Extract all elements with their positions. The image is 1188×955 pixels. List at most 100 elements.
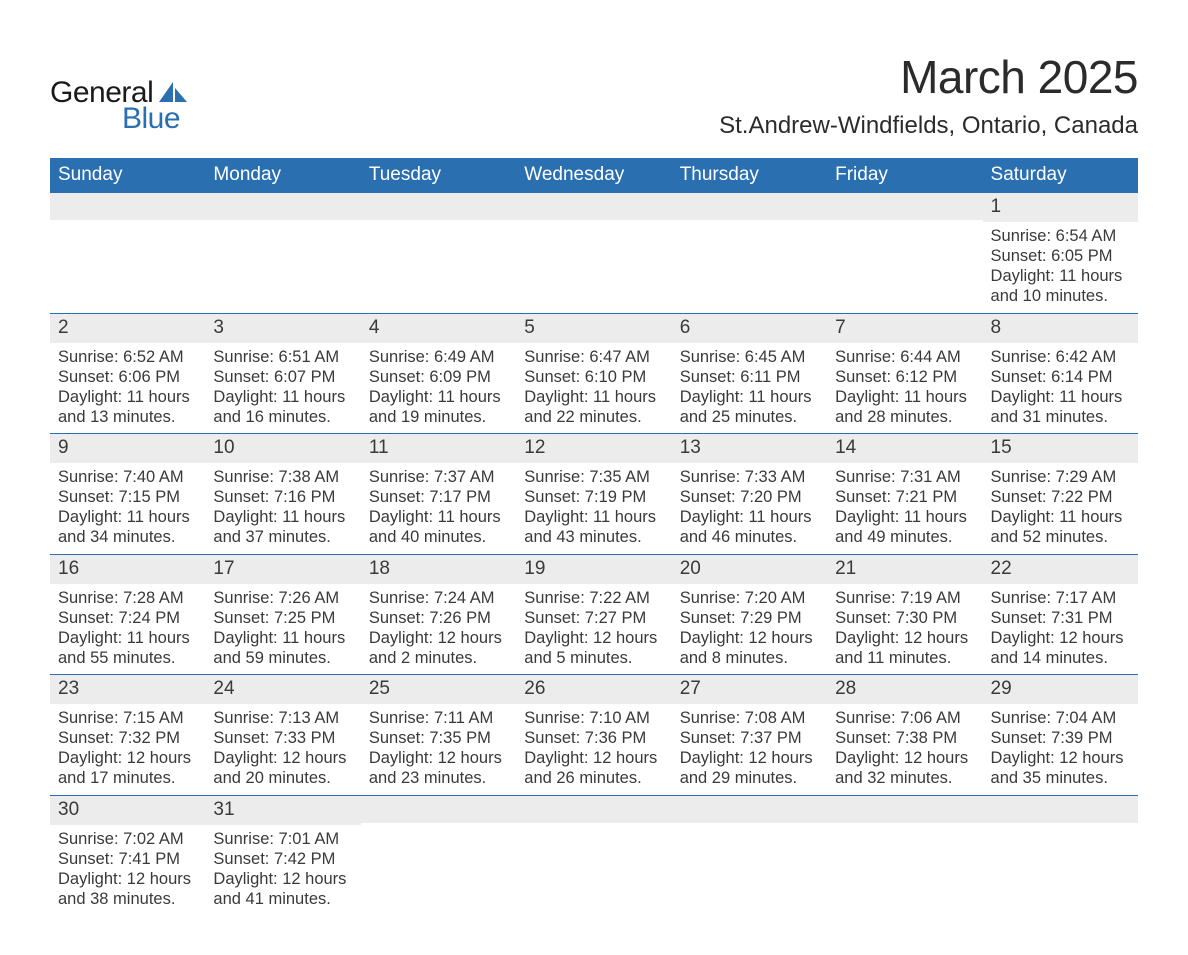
- logo-sail-icon: [159, 80, 187, 102]
- day-content: Sunrise: 6:52 AMSunset: 6:06 PMDaylight:…: [50, 343, 205, 434]
- sunrise-line: Sunrise: 7:08 AM: [680, 708, 819, 728]
- calendar-cell: [361, 193, 516, 313]
- day-content: Sunrise: 7:38 AMSunset: 7:16 PMDaylight:…: [205, 463, 360, 554]
- daylight-line-1: Daylight: 12 hours: [835, 748, 974, 768]
- day-number: 9: [50, 434, 205, 463]
- day-content: Sunrise: 7:13 AMSunset: 7:33 PMDaylight:…: [205, 704, 360, 795]
- sunset-line: Sunset: 6:11 PM: [680, 367, 819, 387]
- sunrise-line: Sunrise: 6:51 AM: [213, 347, 352, 367]
- day-content: Sunrise: 7:10 AMSunset: 7:36 PMDaylight:…: [516, 704, 671, 795]
- sunset-line: Sunset: 7:31 PM: [991, 608, 1130, 628]
- daylight-line-1: Daylight: 11 hours: [680, 387, 819, 407]
- calendar-week-row: 30Sunrise: 7:02 AMSunset: 7:41 PMDayligh…: [50, 795, 1138, 915]
- day-content: Sunrise: 7:15 AMSunset: 7:32 PMDaylight:…: [50, 704, 205, 795]
- daylight-line-2: and 31 minutes.: [991, 407, 1130, 427]
- sunset-line: Sunset: 7:33 PM: [213, 728, 352, 748]
- sunrise-line: Sunrise: 6:44 AM: [835, 347, 974, 367]
- calendar-cell: 7Sunrise: 6:44 AMSunset: 6:12 PMDaylight…: [827, 313, 982, 434]
- daylight-line-1: Daylight: 12 hours: [369, 748, 508, 768]
- sunset-line: Sunset: 6:06 PM: [58, 367, 197, 387]
- daylight-line-1: Daylight: 11 hours: [991, 507, 1130, 527]
- calendar-cell: 12Sunrise: 7:35 AMSunset: 7:19 PMDayligh…: [516, 434, 671, 555]
- sunset-line: Sunset: 7:38 PM: [835, 728, 974, 748]
- day-number: [672, 796, 827, 823]
- daylight-line-2: and 46 minutes.: [680, 527, 819, 547]
- calendar-cell: 17Sunrise: 7:26 AMSunset: 7:25 PMDayligh…: [205, 554, 360, 675]
- daylight-line-1: Daylight: 12 hours: [58, 869, 197, 889]
- day-content: Sunrise: 7:08 AMSunset: 7:37 PMDaylight:…: [672, 704, 827, 795]
- calendar-cell: 22Sunrise: 7:17 AMSunset: 7:31 PMDayligh…: [983, 554, 1138, 675]
- daylight-line-2: and 29 minutes.: [680, 768, 819, 788]
- calendar-cell: 15Sunrise: 7:29 AMSunset: 7:22 PMDayligh…: [983, 434, 1138, 555]
- day-number: 11: [361, 434, 516, 463]
- day-number: 27: [672, 675, 827, 704]
- daylight-line-1: Daylight: 11 hours: [524, 507, 663, 527]
- logo-text-blue: Blue: [122, 102, 180, 136]
- day-content: [205, 220, 360, 240]
- day-number: 25: [361, 675, 516, 704]
- day-content: [361, 823, 516, 843]
- daylight-line-1: Daylight: 11 hours: [524, 387, 663, 407]
- calendar-cell: [516, 795, 671, 915]
- daylight-line-1: Daylight: 11 hours: [991, 266, 1130, 286]
- sunrise-line: Sunrise: 7:02 AM: [58, 829, 197, 849]
- daylight-line-2: and 37 minutes.: [213, 527, 352, 547]
- daylight-line-1: Daylight: 12 hours: [213, 869, 352, 889]
- day-content: [516, 220, 671, 240]
- day-content: Sunrise: 7:20 AMSunset: 7:29 PMDaylight:…: [672, 584, 827, 675]
- sunrise-line: Sunrise: 6:52 AM: [58, 347, 197, 367]
- calendar-cell: 26Sunrise: 7:10 AMSunset: 7:36 PMDayligh…: [516, 675, 671, 796]
- daylight-line-1: Daylight: 12 hours: [524, 748, 663, 768]
- day-number: 1: [983, 193, 1138, 222]
- calendar-cell: 3Sunrise: 6:51 AMSunset: 6:07 PMDaylight…: [205, 313, 360, 434]
- calendar-cell: 10Sunrise: 7:38 AMSunset: 7:16 PMDayligh…: [205, 434, 360, 555]
- day-number: 12: [516, 434, 671, 463]
- day-content: Sunrise: 6:42 AMSunset: 6:14 PMDaylight:…: [983, 343, 1138, 434]
- calendar-cell: 28Sunrise: 7:06 AMSunset: 7:38 PMDayligh…: [827, 675, 982, 796]
- day-number: 15: [983, 434, 1138, 463]
- calendar-cell: 25Sunrise: 7:11 AMSunset: 7:35 PMDayligh…: [361, 675, 516, 796]
- sunset-line: Sunset: 7:36 PM: [524, 728, 663, 748]
- day-content: [827, 823, 982, 843]
- daylight-line-1: Daylight: 11 hours: [213, 628, 352, 648]
- calendar-cell: 21Sunrise: 7:19 AMSunset: 7:30 PMDayligh…: [827, 554, 982, 675]
- sunrise-line: Sunrise: 6:49 AM: [369, 347, 508, 367]
- day-number: 2: [50, 314, 205, 343]
- sunrise-line: Sunrise: 7:24 AM: [369, 588, 508, 608]
- sunset-line: Sunset: 7:25 PM: [213, 608, 352, 628]
- daylight-line-2: and 19 minutes.: [369, 407, 508, 427]
- day-number: [983, 796, 1138, 823]
- day-number: [827, 796, 982, 823]
- day-number: 5: [516, 314, 671, 343]
- day-content: [983, 823, 1138, 843]
- sunrise-line: Sunrise: 7:33 AM: [680, 467, 819, 487]
- day-number: 18: [361, 555, 516, 584]
- sunrise-line: Sunrise: 7:38 AM: [213, 467, 352, 487]
- day-content: [361, 220, 516, 240]
- sunset-line: Sunset: 7:21 PM: [835, 487, 974, 507]
- sunrise-line: Sunrise: 6:54 AM: [991, 226, 1130, 246]
- daylight-line-1: Daylight: 12 hours: [369, 628, 508, 648]
- daylight-line-2: and 52 minutes.: [991, 527, 1130, 547]
- day-number: 29: [983, 675, 1138, 704]
- day-number: 14: [827, 434, 982, 463]
- day-content: Sunrise: 7:02 AMSunset: 7:41 PMDaylight:…: [50, 825, 205, 916]
- sunset-line: Sunset: 7:17 PM: [369, 487, 508, 507]
- calendar-week-row: 1Sunrise: 6:54 AMSunset: 6:05 PMDaylight…: [50, 193, 1138, 313]
- calendar-cell: 11Sunrise: 7:37 AMSunset: 7:17 PMDayligh…: [361, 434, 516, 555]
- day-content: Sunrise: 6:49 AMSunset: 6:09 PMDaylight:…: [361, 343, 516, 434]
- day-number: 17: [205, 555, 360, 584]
- calendar-cell: 4Sunrise: 6:49 AMSunset: 6:09 PMDaylight…: [361, 313, 516, 434]
- day-number: 4: [361, 314, 516, 343]
- day-content: Sunrise: 6:45 AMSunset: 6:11 PMDaylight:…: [672, 343, 827, 434]
- day-number: 8: [983, 314, 1138, 343]
- calendar-cell: 30Sunrise: 7:02 AMSunset: 7:41 PMDayligh…: [50, 795, 205, 915]
- day-number: 23: [50, 675, 205, 704]
- sunset-line: Sunset: 7:19 PM: [524, 487, 663, 507]
- sunset-line: Sunset: 6:10 PM: [524, 367, 663, 387]
- calendar-cell: 6Sunrise: 6:45 AMSunset: 6:11 PMDaylight…: [672, 313, 827, 434]
- daylight-line-1: Daylight: 11 hours: [213, 507, 352, 527]
- daylight-line-2: and 8 minutes.: [680, 648, 819, 668]
- day-content: Sunrise: 7:01 AMSunset: 7:42 PMDaylight:…: [205, 825, 360, 916]
- sunset-line: Sunset: 7:32 PM: [58, 728, 197, 748]
